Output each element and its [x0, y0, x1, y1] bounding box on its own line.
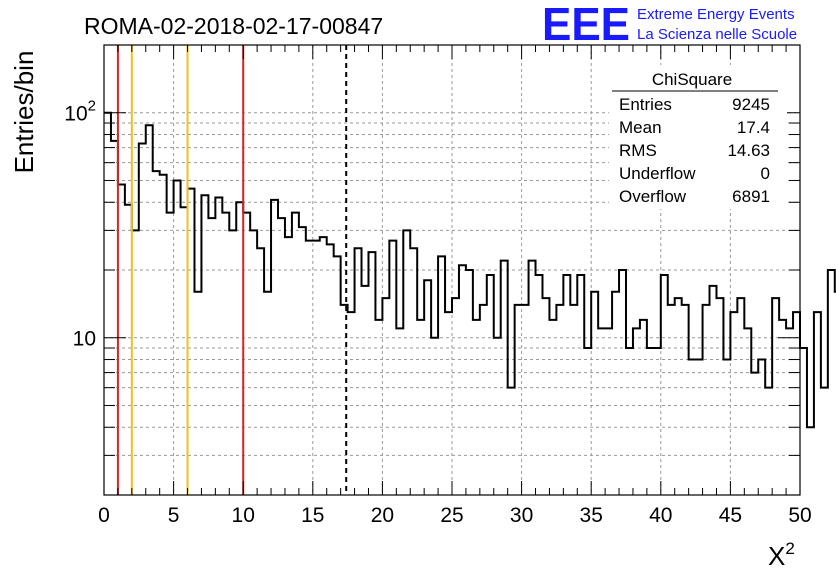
stat-value: 6891	[732, 187, 770, 206]
eee-logo-mark: EEE	[542, 0, 630, 50]
stats-box: ChiSquare Entries 9245 Mean 17.4 RMS 14.63 Und…	[609, 65, 787, 209]
stat-label: Underflow	[619, 164, 696, 183]
logo-line-1: Extreme Energy Events	[637, 6, 795, 23]
histogram-bars	[104, 111, 836, 429]
stat-value: 14.63	[727, 141, 770, 160]
logo-line-2: La Scienza nelle Scuole	[637, 26, 797, 43]
stat-label: Mean	[619, 118, 662, 137]
axis-ticks: 0 5 10 15 20 25 30 35 40 45 50 10 102	[64, 44, 812, 527]
stats-name: ChiSquare	[652, 70, 732, 89]
eee-logo: EEE Extreme Energy Events La Scienza nel…	[542, 0, 797, 50]
stat-label: Overflow	[619, 187, 687, 206]
chart-title: ROMA-02-2018-02-17-00847	[84, 13, 383, 39]
stat-value: 17.4	[737, 118, 770, 137]
stat-label: RMS	[619, 141, 657, 160]
x-tick-label: 40	[649, 504, 672, 527]
x-tick-label: 30	[510, 504, 533, 527]
x-tick-label: 10	[232, 504, 255, 527]
x-tick-label: 5	[168, 504, 180, 527]
reference-lines	[116, 45, 348, 495]
x-tick-label: 20	[371, 504, 394, 527]
y-tick-label: 102	[64, 98, 96, 126]
x-tick-label: 50	[788, 504, 811, 527]
stat-label: Entries	[619, 95, 672, 114]
stat-value: 0	[761, 164, 770, 183]
y-tick-label: 10	[73, 328, 96, 351]
x-tick-label: 45	[719, 504, 742, 527]
x-tick-label: 35	[580, 504, 603, 527]
grid	[104, 45, 800, 495]
y-axis-label: Entries/bin	[9, 51, 39, 174]
x-tick-label: 0	[98, 504, 110, 527]
x-tick-label: 25	[440, 504, 463, 527]
x-axis-label: X2	[768, 539, 795, 571]
histogram-outline	[104, 111, 836, 429]
plot-frame	[103, 44, 801, 496]
x-tick-label: 15	[301, 504, 324, 527]
stat-value: 9245	[732, 95, 770, 114]
